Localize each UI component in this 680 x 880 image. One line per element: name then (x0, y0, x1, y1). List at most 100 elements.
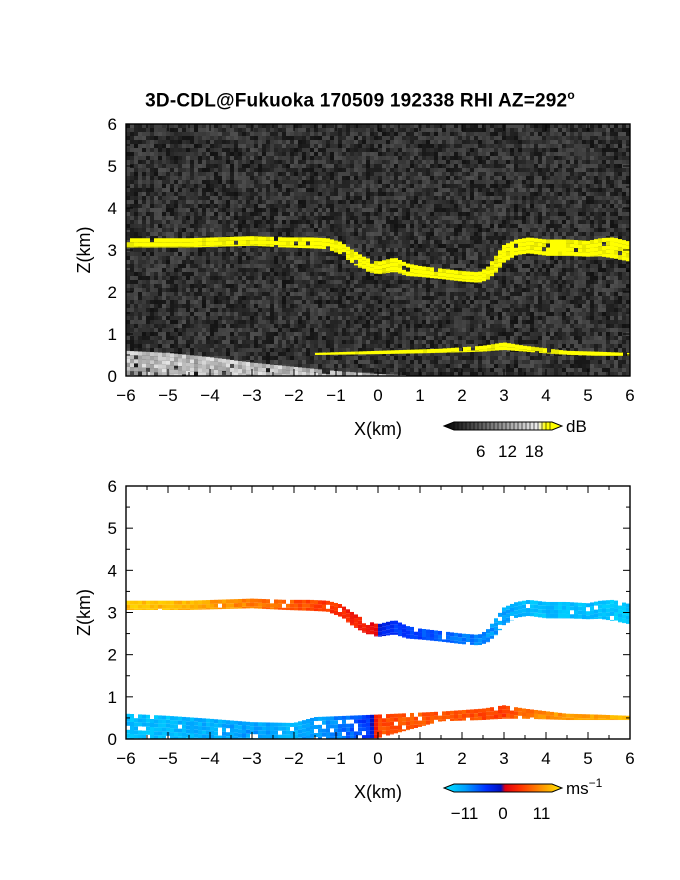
echo-cell (518, 609, 522, 614)
echo-cell (314, 237, 318, 242)
echo-cell (150, 360, 154, 365)
echo-cell (374, 269, 378, 274)
echo-cell (446, 639, 450, 643)
echo-cell (166, 352, 170, 357)
echo-cell (366, 726, 370, 731)
echo-cell (306, 727, 310, 732)
echo-cell (438, 268, 442, 273)
echo-cell (306, 735, 310, 739)
echo-cell (234, 236, 238, 241)
echo-cell (378, 726, 382, 731)
echo-cell (455, 347, 459, 352)
echo-cell (555, 353, 559, 355)
echo-cell (230, 603, 234, 608)
echo-cell (534, 238, 538, 243)
echo-cell (130, 355, 134, 360)
echo-cell (418, 724, 422, 727)
echo-cell (538, 250, 542, 255)
echo-cell (358, 628, 362, 631)
echo-cell (490, 635, 494, 639)
echo-cell (426, 724, 430, 725)
echo-cell (142, 246, 146, 248)
echo-cell (158, 246, 162, 248)
echo-cell (138, 734, 142, 739)
echo-cell (162, 360, 166, 365)
echo-cell (622, 614, 626, 619)
y-axis-label: Z(km) (74, 227, 94, 274)
echo-cell (230, 244, 234, 247)
echo-cell (438, 272, 442, 277)
echo-cell (398, 717, 402, 722)
echo-cell (614, 258, 618, 259)
echo-cell (542, 609, 546, 614)
echo-cell (558, 601, 562, 606)
echo-cell (347, 351, 351, 355)
echo-cell (514, 602, 518, 607)
echo-cell (198, 600, 202, 605)
echo-cell (302, 720, 306, 725)
echo-cell (446, 711, 450, 716)
echo-cell (166, 608, 170, 610)
echo-cell (278, 245, 282, 248)
echo-cell (174, 736, 178, 739)
echo-cell (378, 635, 382, 637)
echo-cell (182, 362, 186, 367)
echo-cell (595, 351, 599, 356)
echo-cell (350, 249, 354, 254)
echo-cell (386, 629, 390, 634)
echo-cell (383, 350, 387, 355)
echo-cell (346, 371, 350, 376)
echo-cell (618, 605, 622, 610)
echo-cell (198, 356, 202, 361)
echo-cell (130, 363, 134, 368)
echo-cell (162, 368, 166, 373)
echo-cell (586, 244, 590, 249)
x-tick-label: −6 (116, 386, 135, 405)
echo-cell (214, 241, 218, 246)
echo-cell (462, 717, 466, 721)
echo-cell (362, 256, 366, 261)
echo-cell (238, 244, 242, 247)
echo-cell (526, 241, 530, 246)
echo-cell (394, 725, 398, 730)
echo-cell (458, 270, 462, 275)
echo-cell (566, 239, 570, 244)
echo-cell (398, 721, 402, 726)
echo-cell (334, 606, 338, 611)
echo-cell (222, 735, 226, 739)
echo-cell (319, 352, 323, 355)
x-tick-label: 3 (499, 386, 508, 405)
echo-cell (290, 374, 294, 376)
echo-cell (454, 270, 458, 275)
echo-cell (286, 722, 290, 727)
echo-cell (534, 709, 538, 714)
echo-cell (450, 269, 454, 274)
echo-cell (262, 730, 266, 735)
echo-cell (310, 733, 314, 738)
echo-cell (382, 722, 386, 727)
echo-cell (370, 718, 374, 723)
echo-cell (234, 724, 238, 729)
echo-cell (302, 371, 306, 376)
echo-cell (487, 344, 491, 349)
echo-cell (174, 369, 178, 374)
echo-cell (614, 616, 618, 621)
echo-cell (162, 372, 166, 376)
echo-cell (534, 612, 538, 617)
echo-cell (502, 623, 506, 626)
echo-cell (506, 251, 510, 256)
echo-cell (382, 718, 386, 723)
echo-cell (546, 715, 550, 720)
echo-cell (378, 718, 382, 723)
echo-cell (510, 710, 514, 715)
echo-cell (598, 246, 602, 251)
echo-cell (186, 604, 190, 609)
plot-area (126, 486, 630, 739)
echo-cell (538, 238, 542, 243)
echo-cell (198, 604, 202, 609)
echo-cell (154, 360, 158, 365)
echo-cell (130, 722, 134, 727)
echo-cell (506, 259, 510, 261)
echo-cell (530, 249, 534, 254)
